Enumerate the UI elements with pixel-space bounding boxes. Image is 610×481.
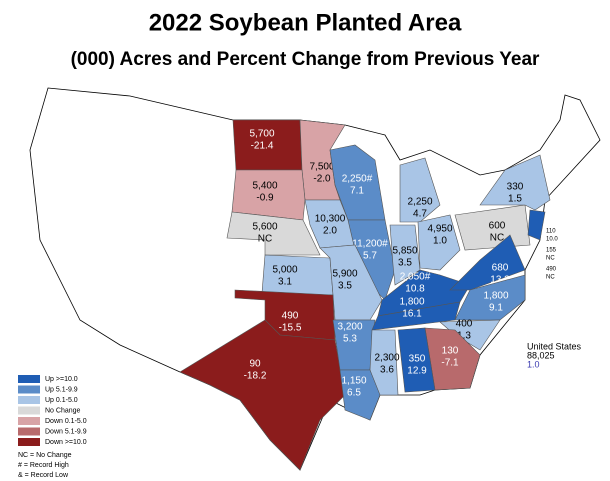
state-change: 1.3 bbox=[457, 331, 471, 342]
state-acres: 11,200# bbox=[352, 239, 388, 250]
state-change: -18.2 bbox=[244, 371, 267, 382]
state bbox=[449, 234, 526, 291]
state-acres: 2,050# bbox=[400, 272, 431, 283]
state-change: 4.7 bbox=[413, 209, 427, 220]
legend-label: Up 5.1-9.9 bbox=[45, 386, 78, 393]
state bbox=[397, 327, 436, 393]
small-change: 10.0 bbox=[546, 237, 558, 243]
state bbox=[369, 329, 399, 396]
state-acres: 1,800 bbox=[399, 297, 424, 308]
state-acres: 2,300 bbox=[374, 353, 399, 364]
legend-label: No Change bbox=[45, 407, 81, 414]
state-change: 12.9 bbox=[407, 366, 427, 377]
state-acres: 330 bbox=[507, 182, 524, 193]
state-change: -2.0 bbox=[313, 174, 331, 185]
state-change: 10.8 bbox=[405, 284, 425, 295]
subtitle: (000) Acres and Percent Change from Prev… bbox=[71, 49, 540, 70]
state bbox=[231, 169, 306, 221]
legend-swatch bbox=[18, 417, 40, 425]
state-acres: 90 bbox=[249, 359, 261, 370]
small-change: NC bbox=[546, 256, 555, 262]
state-acres: 1,800 bbox=[483, 291, 508, 302]
state bbox=[479, 154, 551, 211]
state-change: 1.0 bbox=[433, 236, 447, 247]
small-acres: 490 bbox=[546, 267, 557, 273]
state-change: 3.1 bbox=[278, 277, 292, 288]
state-acres: 490 bbox=[282, 311, 299, 322]
state-acres: 1,150 bbox=[341, 376, 366, 387]
state bbox=[527, 209, 546, 241]
state-acres: 2,250 bbox=[407, 197, 432, 208]
state-change: -21.4 bbox=[251, 141, 274, 152]
state-change: -0.9 bbox=[256, 193, 274, 204]
note: & = Record Low bbox=[18, 472, 69, 479]
state-acres: 5,600 bbox=[252, 222, 277, 233]
state bbox=[179, 319, 346, 471]
small-acres: 155 bbox=[546, 248, 557, 254]
state-acres: 7,500 bbox=[309, 162, 334, 173]
legend-label: Down >=10.0 bbox=[45, 439, 87, 446]
total-label: United States bbox=[527, 341, 582, 351]
state-change: -15.5 bbox=[279, 323, 302, 334]
small-change: NC bbox=[546, 275, 555, 281]
legend-swatch bbox=[18, 375, 40, 383]
state-change: 16.1 bbox=[402, 309, 422, 320]
state-acres: 5,000 bbox=[272, 265, 297, 276]
state-change: 5.3 bbox=[343, 334, 357, 345]
state-acres: 3,200 bbox=[337, 322, 362, 333]
legend-label: Down 5.1-9.9 bbox=[45, 428, 87, 435]
state-acres: 680 bbox=[492, 263, 509, 274]
state-acres: 4,950 bbox=[427, 224, 452, 235]
state-change: NC bbox=[490, 233, 504, 244]
state-change: 2.0 bbox=[323, 226, 337, 237]
state-change: -7.1 bbox=[441, 358, 459, 369]
state-change: 6.5 bbox=[347, 388, 361, 399]
state bbox=[417, 214, 461, 271]
legend-swatch bbox=[18, 406, 40, 415]
state-acres: 130 bbox=[442, 346, 459, 357]
state-acres: 5,850 bbox=[392, 246, 417, 257]
state bbox=[389, 224, 421, 286]
legend-label: Down 0.1-5.0 bbox=[45, 418, 87, 425]
state-change: 7.1 bbox=[350, 186, 364, 197]
state-acres: 5,700 bbox=[249, 129, 274, 140]
legend-label: Up 0.1-5.0 bbox=[45, 397, 78, 404]
state bbox=[339, 369, 381, 421]
state-acres: 5,900 bbox=[332, 269, 357, 280]
small-acres: 110 bbox=[546, 229, 556, 235]
state-acres: 2,250# bbox=[342, 174, 373, 185]
state-acres: 350 bbox=[409, 354, 426, 365]
legend-label: Up >=10.0 bbox=[45, 376, 78, 383]
note: NC = No Change bbox=[18, 452, 72, 459]
total-change: 1.0 bbox=[527, 359, 540, 369]
state-change: 1.5 bbox=[508, 194, 522, 205]
state-change: 3.6 bbox=[380, 365, 394, 376]
state-acres: 5,400 bbox=[252, 181, 277, 192]
legend-swatch bbox=[18, 396, 40, 404]
note: # = Record High bbox=[18, 462, 69, 469]
state-change: NC bbox=[258, 234, 272, 245]
state-acres: 600 bbox=[489, 221, 506, 232]
total-acres: 88,025 bbox=[527, 350, 555, 360]
state-change: 3.5 bbox=[338, 281, 352, 292]
state-acres: 400 bbox=[456, 319, 473, 330]
state-change: 3.5 bbox=[398, 258, 412, 269]
state-change: 13.3 bbox=[490, 275, 510, 286]
state bbox=[399, 157, 441, 223]
legend-swatch bbox=[18, 385, 40, 394]
state-acres: 10,300 bbox=[315, 214, 346, 225]
state-change: 9.1 bbox=[489, 303, 503, 314]
legend-swatch bbox=[18, 427, 40, 436]
legend-swatch bbox=[18, 438, 40, 446]
title: 2022 Soybean Planted Area bbox=[149, 9, 462, 36]
state-change: 5.7 bbox=[363, 251, 377, 262]
